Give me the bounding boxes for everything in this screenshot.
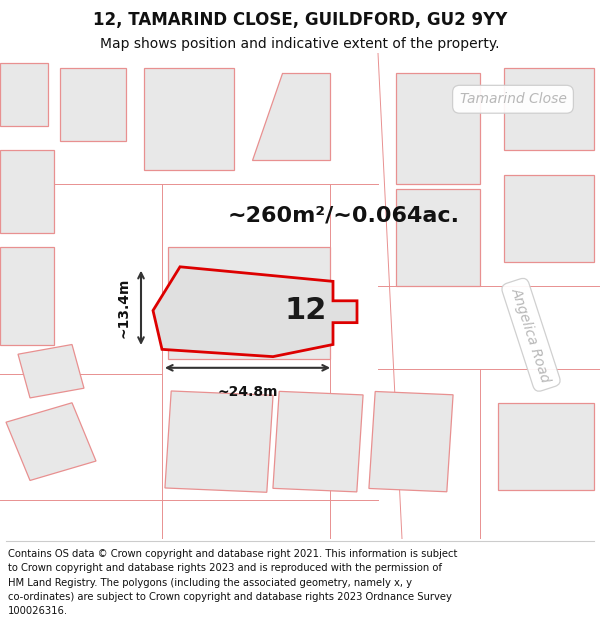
Text: ~260m²/~0.064ac.: ~260m²/~0.064ac. bbox=[228, 206, 460, 226]
Polygon shape bbox=[144, 68, 234, 169]
Polygon shape bbox=[165, 391, 273, 492]
Text: 12, TAMARIND CLOSE, GUILDFORD, GU2 9YY: 12, TAMARIND CLOSE, GUILDFORD, GU2 9YY bbox=[93, 11, 507, 29]
Text: 12: 12 bbox=[284, 296, 326, 325]
Text: to Crown copyright and database rights 2023 and is reproduced with the permissio: to Crown copyright and database rights 2… bbox=[8, 563, 442, 573]
Polygon shape bbox=[504, 174, 594, 262]
Text: Tamarind Close: Tamarind Close bbox=[460, 92, 566, 106]
Polygon shape bbox=[0, 63, 48, 126]
Text: Angelica Road: Angelica Road bbox=[509, 286, 553, 384]
Polygon shape bbox=[252, 72, 330, 160]
Text: ~24.8m: ~24.8m bbox=[217, 385, 278, 399]
Polygon shape bbox=[498, 402, 594, 490]
Text: Map shows position and indicative extent of the property.: Map shows position and indicative extent… bbox=[100, 38, 500, 51]
Text: co-ordinates) are subject to Crown copyright and database rights 2023 Ordnance S: co-ordinates) are subject to Crown copyr… bbox=[8, 592, 452, 602]
Polygon shape bbox=[396, 72, 480, 184]
Polygon shape bbox=[273, 391, 363, 492]
Text: 100026316.: 100026316. bbox=[8, 606, 68, 616]
Polygon shape bbox=[396, 189, 480, 286]
Polygon shape bbox=[153, 267, 357, 357]
Polygon shape bbox=[168, 248, 330, 359]
Polygon shape bbox=[60, 68, 126, 141]
Text: ~13.4m: ~13.4m bbox=[116, 278, 130, 338]
Polygon shape bbox=[369, 391, 453, 492]
Polygon shape bbox=[6, 402, 96, 481]
Polygon shape bbox=[0, 248, 54, 344]
Text: Contains OS data © Crown copyright and database right 2021. This information is : Contains OS data © Crown copyright and d… bbox=[8, 549, 457, 559]
Text: HM Land Registry. The polygons (including the associated geometry, namely x, y: HM Land Registry. The polygons (includin… bbox=[8, 578, 412, 587]
Polygon shape bbox=[0, 150, 54, 232]
Polygon shape bbox=[504, 68, 594, 150]
Polygon shape bbox=[18, 344, 84, 398]
